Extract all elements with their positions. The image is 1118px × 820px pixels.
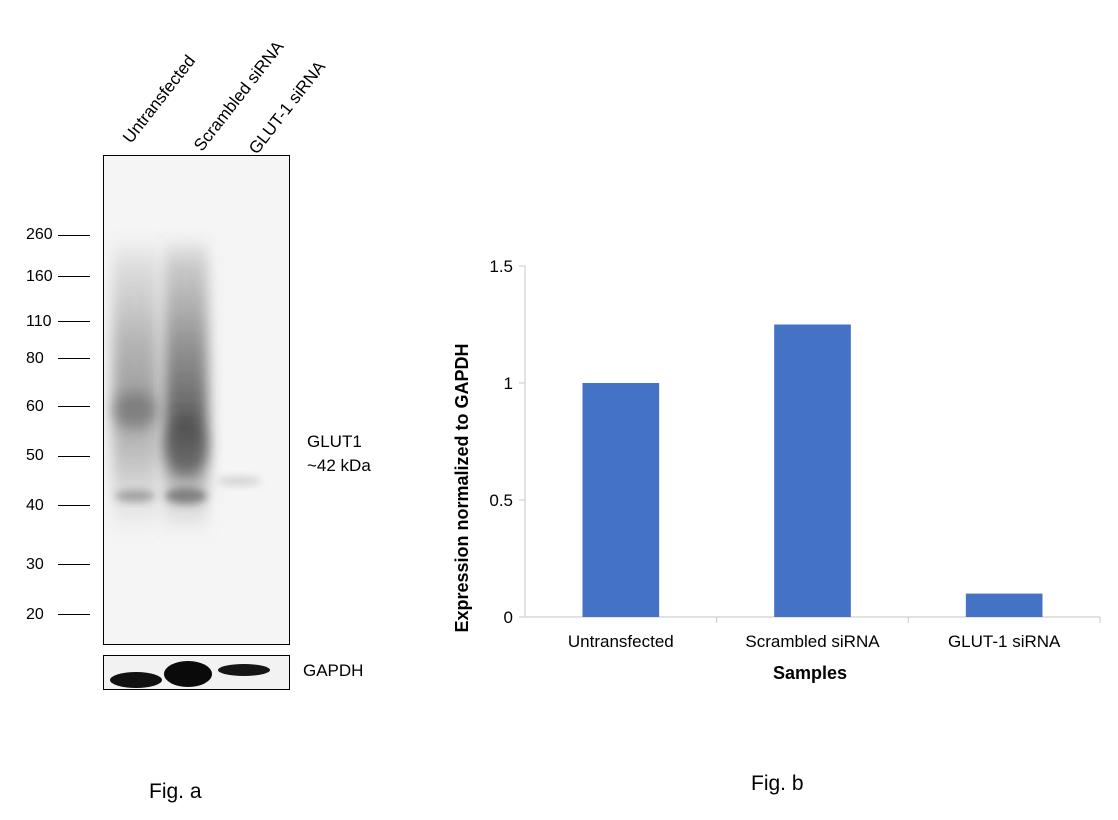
gapdh-band-lane3 <box>218 664 270 676</box>
mw-tick-80 <box>58 358 90 359</box>
lane2-band-42kda <box>165 488 207 504</box>
mw-label-260: 260 <box>26 226 53 243</box>
lane-label-untransfected: Untransfected <box>119 51 200 147</box>
mw-label-160: 160 <box>26 268 53 285</box>
fig-a-caption: Fig. a <box>149 780 202 803</box>
x-axis-title: Samples <box>773 663 847 683</box>
gapdh-band-lane2 <box>164 661 212 687</box>
mw-tick-30 <box>58 564 90 565</box>
mw-tick-50 <box>58 456 90 457</box>
chart-bars <box>582 324 1043 617</box>
glut1-blot-image <box>103 155 290 645</box>
chart-y-ticks: 0 0.5 1 1.5 <box>489 257 525 627</box>
mw-label-50: 50 <box>26 447 44 464</box>
fig-b-caption: Fig. b <box>751 772 804 795</box>
mw-label-60: 60 <box>26 398 44 415</box>
gapdh-bands <box>110 661 270 688</box>
lane1-smear <box>112 236 158 536</box>
mw-label-110: 110 <box>26 313 52 330</box>
lane1-band-42kda <box>115 490 155 502</box>
mw-label-20: 20 <box>26 606 44 623</box>
mw-tick-60 <box>58 406 90 407</box>
lane3-faint-band <box>217 476 261 486</box>
x-tick-label: Scrambled siRNA <box>745 632 880 651</box>
gapdh-band-lane1 <box>110 672 162 688</box>
lane2-band <box>164 416 208 476</box>
x-tick-label: Untransfected <box>568 632 674 651</box>
mw-label-80: 80 <box>26 350 44 367</box>
target-size-label: ~42 kDa <box>307 456 371 475</box>
chart-x-ticks: Untransfected Scrambled siRNA GLUT-1 siRNA <box>568 617 1101 651</box>
lane1-band <box>113 393 157 429</box>
mw-tick-160 <box>58 276 90 277</box>
y-tick-label: 1 <box>504 374 513 393</box>
mw-tick-110 <box>58 321 90 322</box>
bar <box>774 324 851 617</box>
bar <box>582 383 660 617</box>
gapdh-label: GAPDH <box>303 661 364 680</box>
glut1-blot-bands <box>104 156 289 644</box>
x-tick-label: GLUT-1 siRNA <box>948 632 1061 651</box>
lane2-smear <box>164 236 208 536</box>
mw-tick-260 <box>58 235 90 236</box>
y-tick-label: 0 <box>504 608 513 627</box>
bar <box>965 593 1043 617</box>
mw-tick-40 <box>58 505 90 506</box>
mw-label-40: 40 <box>26 497 44 514</box>
mw-label-30: 30 <box>26 556 44 573</box>
mw-tick-20 <box>58 614 90 615</box>
y-axis-title: Expression normalized to GAPDH <box>452 343 472 632</box>
target-protein-label: GLUT1 <box>307 432 362 451</box>
y-tick-label: 1.5 <box>489 257 513 276</box>
gapdh-blot-image <box>103 655 290 690</box>
expression-bar-chart: 0 0.5 1 1.5 Untransfected Scrambled siRNA GLU… <box>452 257 1101 683</box>
y-tick-label: 0.5 <box>489 491 513 510</box>
